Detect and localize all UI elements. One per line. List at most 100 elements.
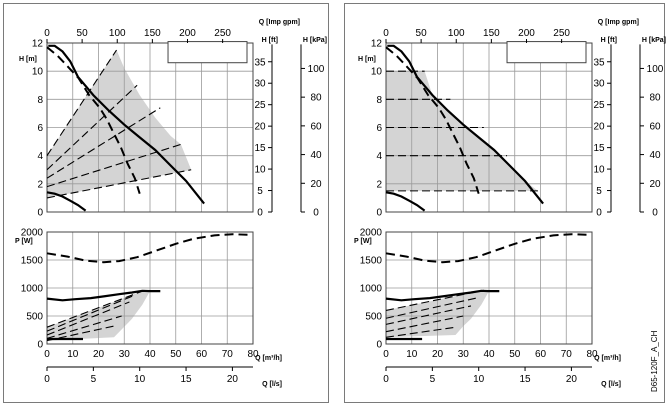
tick-label-m3h: 30 xyxy=(458,349,470,360)
tick-label-h-m: 2 xyxy=(37,179,43,190)
tick-label-ft: 5 xyxy=(596,186,602,197)
power-control-curve xyxy=(385,297,477,319)
tick-label-h-m: 2 xyxy=(376,179,382,190)
control-curve xyxy=(46,169,192,199)
tick-label-ls: 20 xyxy=(227,374,239,385)
axis-label-h-kpa: H [kPa] xyxy=(303,37,327,44)
tick-label-m3h: 0 xyxy=(44,349,50,360)
tick-label-power: 0 xyxy=(37,340,43,351)
tick-label-power: 1500 xyxy=(360,256,383,267)
head-curve-max xyxy=(48,44,205,205)
tick-label-kpa: 40 xyxy=(310,150,322,161)
tick-label-ft: 15 xyxy=(593,143,605,154)
tick-label-power: 2000 xyxy=(360,228,383,239)
legend-box xyxy=(506,41,587,64)
tick-label-ls: 15 xyxy=(180,374,192,385)
power-curve-dashed xyxy=(385,233,587,264)
power-control-curve xyxy=(46,301,130,336)
tick-label-kpa: 80 xyxy=(649,93,661,104)
power-curve-max xyxy=(385,289,500,302)
tick-label-imp: 150 xyxy=(144,28,161,39)
axis-label-ls: Q [l/s] xyxy=(601,381,621,388)
power-plot-border xyxy=(46,231,254,345)
tick-label-power: 1000 xyxy=(360,284,383,295)
power-curve-dashed xyxy=(46,233,248,264)
tick-label-ft: 15 xyxy=(254,143,266,154)
tick-label-ft: 20 xyxy=(254,122,266,133)
axis-label-h-ft: H [ft] xyxy=(262,37,278,44)
tick-label-m3h: 40 xyxy=(483,349,495,360)
tick-label-ft: 0 xyxy=(257,208,263,219)
figure-code: D65-120F_A_CH xyxy=(650,330,659,392)
tick-label-ft: 20 xyxy=(593,122,605,133)
tick-label-imp: 200 xyxy=(518,28,535,39)
tick-label-h-m: 8 xyxy=(37,95,43,106)
tick-label-m3h: 50 xyxy=(509,349,521,360)
axis-label-h-m: H [m] xyxy=(19,56,37,63)
tick-label-m3h: 30 xyxy=(119,349,131,360)
tick-label-ls: 20 xyxy=(566,374,578,385)
power-control-curve xyxy=(385,289,484,311)
control-curve xyxy=(46,107,161,179)
tick-label-ls: 5 xyxy=(430,374,436,385)
tick-label-power: 1000 xyxy=(21,284,44,295)
head-plot-border xyxy=(46,42,254,213)
tick-label-imp: 0 xyxy=(383,28,389,39)
tick-label-m3h: 70 xyxy=(222,349,234,360)
tick-label-power: 0 xyxy=(376,340,382,351)
axis-label-h-ft: H [ft] xyxy=(601,37,617,44)
tick-label-h-m: 4 xyxy=(376,151,382,162)
tick-label-h-m: 10 xyxy=(371,67,383,78)
tick-label-power: 500 xyxy=(365,312,382,323)
tick-label-h-m: 8 xyxy=(376,95,382,106)
head-shaded-region xyxy=(386,71,538,191)
tick-label-ft: 10 xyxy=(254,165,266,176)
tick-label-power: 500 xyxy=(26,312,43,323)
tick-label-m3h: 40 xyxy=(144,349,156,360)
tick-label-power: 1500 xyxy=(21,256,44,267)
head-curve-min xyxy=(46,191,87,212)
tick-label-h-m: 10 xyxy=(32,67,44,78)
tick-label-kpa: 0 xyxy=(652,208,658,219)
panel-frame xyxy=(3,3,329,403)
tick-label-kpa: 100 xyxy=(308,64,325,75)
tick-label-ls: 10 xyxy=(134,374,146,385)
tick-label-kpa: 80 xyxy=(310,93,322,104)
power-control-curve xyxy=(46,315,122,339)
control-curve xyxy=(46,49,117,156)
axis-label-ls: Q [l/s] xyxy=(262,381,282,388)
tick-label-m3h: 80 xyxy=(247,349,259,360)
tick-label-m3h: 20 xyxy=(432,349,444,360)
tick-label-imp: 100 xyxy=(109,28,126,39)
tick-label-imp: 250 xyxy=(553,28,570,39)
axis-label-m3h: Q [m³/h] xyxy=(594,355,621,362)
tick-label-m3h: 10 xyxy=(67,349,79,360)
tick-label-kpa: 60 xyxy=(649,121,661,132)
tick-label-kpa: 0 xyxy=(313,208,319,219)
tick-label-kpa: 100 xyxy=(647,64,664,75)
axis-label-imp: Q [Imp gpm] xyxy=(259,19,300,26)
power-control-curve xyxy=(385,315,464,333)
tick-label-h-m: 12 xyxy=(32,39,44,50)
legend-box xyxy=(167,41,248,64)
tick-label-ft: 35 xyxy=(593,57,605,68)
tick-label-ft: 30 xyxy=(593,79,605,90)
panel-frame xyxy=(344,3,665,403)
axis-label-power: P [W] xyxy=(354,238,372,245)
tick-label-m3h: 60 xyxy=(535,349,547,360)
head-curve-dashed xyxy=(46,46,141,195)
tick-label-m3h: 80 xyxy=(586,349,598,360)
tick-label-ft: 25 xyxy=(254,100,266,111)
tick-label-ft: 35 xyxy=(254,57,266,68)
tick-label-h-m: 6 xyxy=(376,123,382,134)
tick-label-h-m: 4 xyxy=(37,151,43,162)
head-curve-max xyxy=(387,44,544,205)
tick-label-ls: 15 xyxy=(519,374,531,385)
tick-label-ft: 0 xyxy=(596,208,602,219)
tick-label-imp: 250 xyxy=(214,28,231,39)
